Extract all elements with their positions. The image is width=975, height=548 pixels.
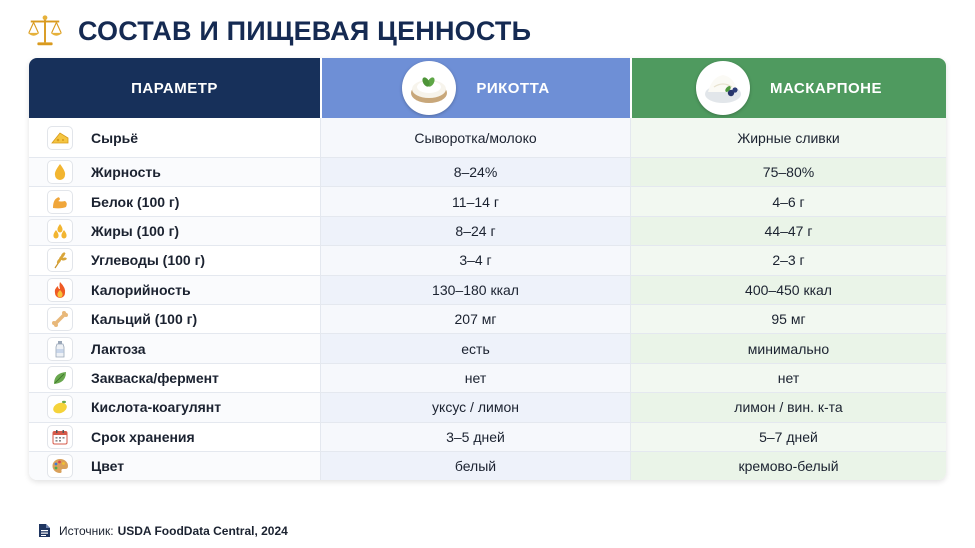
param-label: Цвет [91, 458, 125, 475]
page-title: СОСТАВ И ПИЩЕВАЯ ЦЕННОСТЬ [78, 15, 532, 46]
param-cell: Закваска/фермент [29, 363, 320, 393]
param-label: Сырьё [91, 129, 139, 146]
param-cell: Цвет [29, 451, 320, 481]
comparison-table: ПАРАМЕТР РИКОТТА [29, 58, 946, 481]
table-row: Кислота-коагулянт уксус / лимон лимон / … [29, 392, 946, 422]
mascarpone-value: 4–6 г [630, 187, 946, 216]
ricotta-value: 8–24 г [320, 216, 630, 246]
oil-drops-icon [47, 218, 73, 243]
drop-icon [47, 160, 73, 185]
table-row: Кальций (100 г) 207 мг 95 мг [29, 303, 946, 334]
table-row: Цвет белый кремово-белый [29, 450, 946, 481]
milk-bottle-icon [47, 336, 73, 361]
param-cell: Кальций (100 г) [29, 304, 320, 334]
param-cell: Срок хранения [29, 422, 320, 451]
param-label: Калорийность [91, 281, 191, 298]
ricotta-thumbnail [402, 61, 457, 115]
table-body: Сырьё Сыворотка/молоко Жирные сливки Жир… [29, 118, 946, 481]
table-row: Сырьё Сыворотка/молоко Жирные сливки [29, 118, 946, 157]
cheese-icon [47, 125, 73, 150]
ricotta-value: белый [320, 451, 630, 481]
calendar-icon [47, 424, 73, 449]
mascarpone-thumbnail [695, 61, 750, 115]
mascarpone-value: кремово-белый [630, 451, 946, 481]
table-header: ПАРАМЕТР РИКОТТА [29, 58, 946, 118]
table-row: Срок хранения 3–5 дней 5–7 дней [29, 421, 946, 451]
mascarpone-value: 5–7 дней [630, 422, 946, 451]
header-ricotta-label: РИКОТТА [476, 79, 550, 97]
ricotta-value: 3–5 дней [320, 422, 630, 451]
flame-icon [47, 277, 73, 302]
table-row: Жиры (100 г) 8–24 г 44–47 г [29, 215, 946, 246]
table-row: Калорийность 130–180 ккал 400–450 ккал [29, 274, 946, 304]
param-label: Жирность [91, 164, 161, 181]
bone-icon [47, 307, 73, 332]
mascarpone-value: 75–80% [630, 158, 946, 187]
mascarpone-value: 2–3 г [630, 246, 946, 275]
param-cell: Жирность [29, 158, 320, 187]
mascarpone-bowl-icon [704, 75, 741, 103]
ricotta-value: 207 мг [320, 304, 630, 334]
ricotta-value: 8–24% [320, 158, 630, 187]
ricotta-value: есть [320, 334, 630, 363]
mascarpone-value: нет [630, 363, 946, 393]
wheat-icon [47, 248, 73, 273]
palette-icon [47, 454, 73, 479]
table-row: Белок (100 г) 11–14 г 4–6 г [29, 186, 946, 216]
source-label: Источник: [59, 523, 114, 538]
table-row: Углеводы (100 г) 3–4 г 2–3 г [29, 245, 946, 275]
header-mascarpone: МАСКАРПОНЕ [630, 58, 946, 118]
table-row: Закваска/фермент нет нет [29, 362, 946, 393]
param-cell: Жиры (100 г) [29, 216, 320, 246]
param-cell: Сырьё [29, 118, 320, 157]
param-label: Кальций (100 г) [91, 311, 198, 328]
mascarpone-value: 44–47 г [630, 216, 946, 246]
mascarpone-value: Жирные сливки [630, 118, 946, 157]
header-ricotta: РИКОТТА [320, 58, 630, 118]
scales-icon [27, 15, 63, 46]
param-cell: Калорийность [29, 275, 320, 304]
document-icon [39, 524, 50, 537]
ricotta-value: 3–4 г [320, 246, 630, 275]
ricotta-value: уксус / лимон [320, 393, 630, 422]
ricotta-value: Сыворотка/молоко [320, 118, 630, 157]
param-label: Лактоза [91, 340, 146, 357]
table-row: Лактоза есть минимально [29, 333, 946, 363]
ricotta-value: нет [320, 363, 630, 393]
param-cell: Лактоза [29, 334, 320, 363]
mascarpone-value: 400–450 ккал [630, 275, 946, 304]
param-label: Жиры (100 г) [91, 222, 180, 239]
header-mascarpone-label: МАСКАРПОНЕ [769, 79, 883, 97]
header-param: ПАРАМЕТР [29, 58, 320, 118]
source-note: Источник: USDA FoodData Central, 2024 [38, 523, 288, 538]
ricotta-bowl-icon [411, 77, 448, 103]
lemon-icon [47, 395, 73, 420]
muscle-icon [47, 189, 73, 214]
param-cell: Белок (100 г) [29, 187, 320, 216]
param-label: Закваска/фермент [91, 369, 219, 386]
param-label: Углеводы (100 г) [91, 252, 206, 269]
source-text: USDA FoodData Central, 2024 [117, 523, 288, 538]
mascarpone-value: минимально [630, 334, 946, 363]
ricotta-value: 130–180 ккал [320, 275, 630, 304]
param-label: Срок хранения [91, 428, 195, 445]
mascarpone-value: 95 мг [630, 304, 946, 334]
param-cell: Углеводы (100 г) [29, 246, 320, 275]
ricotta-value: 11–14 г [320, 187, 630, 216]
param-label: Кислота-коагулянт [91, 399, 222, 416]
leaf-icon [47, 365, 73, 390]
mascarpone-value: лимон / вин. к-та [630, 393, 946, 422]
table-row: Жирность 8–24% 75–80% [29, 157, 946, 187]
title-row: СОСТАВ И ПИЩЕВАЯ ЦЕННОСТЬ [26, 12, 531, 50]
param-label: Белок (100 г) [91, 193, 180, 210]
param-cell: Кислота-коагулянт [29, 393, 320, 422]
